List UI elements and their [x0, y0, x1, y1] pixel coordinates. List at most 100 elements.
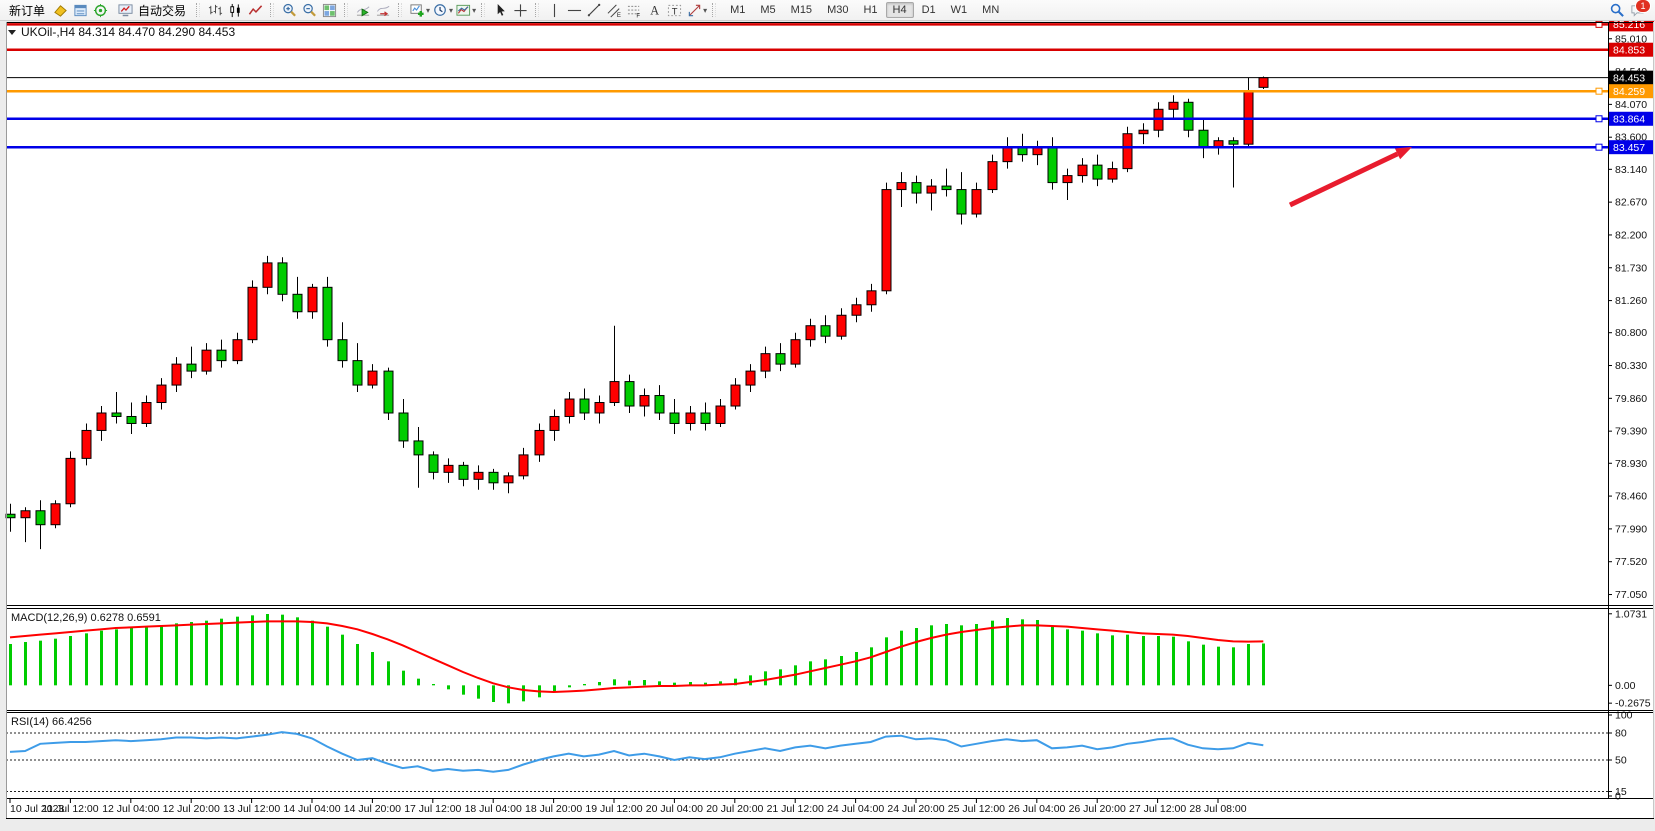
candle	[413, 426, 424, 488]
data-window-icon[interactable]	[72, 2, 88, 18]
new-order-button[interactable]: 新订单	[4, 0, 50, 21]
indicators-icon[interactable]	[409, 2, 425, 18]
templates-dropdown-caret[interactable]: ▾	[472, 5, 477, 15]
price-level-badge	[1609, 140, 1654, 155]
auto-scroll-icon[interactable]	[355, 2, 371, 18]
macd-bar	[1036, 620, 1039, 686]
level-anchor[interactable]	[1595, 87, 1603, 95]
toolbar-separator	[270, 3, 275, 17]
macd-bar	[100, 630, 103, 686]
time-axis-label: 18 Jul 20:00	[525, 803, 582, 815]
level-anchor[interactable]	[1595, 20, 1603, 28]
trend-arrow-annotation[interactable]	[1288, 147, 1412, 208]
macd-bar	[1142, 636, 1145, 686]
timeframe-h4[interactable]: H4	[885, 2, 914, 18]
macd-bar	[462, 685, 465, 695]
macd-bar	[764, 671, 767, 686]
cursor-icon[interactable]	[492, 2, 508, 18]
indicators-dropdown-caret[interactable]: ▾	[426, 5, 431, 15]
navigator-icon[interactable]	[92, 2, 108, 18]
timeframe-w1[interactable]: W1	[950, 4, 968, 16]
macd-bar	[356, 644, 359, 686]
chart-context-icon[interactable]	[8, 30, 16, 35]
zoom-out-icon[interactable]	[301, 2, 317, 18]
candle	[971, 182, 982, 218]
zoom-in-icon[interactable]	[281, 2, 297, 18]
macd-bar	[326, 626, 329, 686]
timeframe-mn[interactable]: MN	[982, 4, 1000, 16]
candlestick-chart-type-icon[interactable]	[227, 2, 243, 18]
candle	[1168, 95, 1179, 120]
chart-shift-icon[interactable]	[375, 2, 391, 18]
candle	[171, 357, 182, 393]
notifications-chat-icon[interactable]: 1	[1629, 0, 1651, 18]
toolbar-separator	[196, 3, 201, 17]
vertical-line-tool-icon[interactable]	[546, 2, 562, 18]
time-axis-label: 20 Jul 20:00	[706, 803, 763, 815]
timeframe-m1[interactable]: M1	[730, 4, 746, 16]
arrows-tool-icon[interactable]	[686, 2, 702, 18]
candle	[790, 332, 801, 368]
candle	[473, 465, 484, 490]
candle	[760, 346, 771, 379]
macd-axis-label: -0.2675	[1615, 698, 1651, 710]
time-axis-label: 26 Jul 04:00	[1008, 803, 1065, 815]
timeframe-m15[interactable]: M15	[790, 4, 813, 16]
candle	[534, 423, 545, 462]
channel-tool-icon[interactable]: E	[606, 2, 622, 18]
arrows-dropdown-caret[interactable]: ▾	[703, 5, 708, 15]
candle	[503, 472, 514, 494]
search-icon[interactable]	[1609, 2, 1625, 18]
candle	[579, 388, 590, 420]
timeframe-m30[interactable]: M30	[827, 4, 849, 16]
candle	[201, 343, 212, 375]
macd-bar	[568, 685, 571, 688]
market-watch-icon[interactable]	[52, 2, 68, 18]
auto-trading-button[interactable]: 自动交易	[110, 0, 191, 21]
candle	[926, 179, 937, 211]
line-chart-type-icon[interactable]	[247, 2, 263, 18]
chart-window-background	[6, 22, 1654, 818]
timeframe-h1[interactable]: H1	[863, 4, 878, 16]
price-axis-label: 81.730	[1615, 262, 1647, 274]
bar-chart-type-icon[interactable]	[207, 2, 223, 18]
periods-dropdown-caret[interactable]: ▾	[449, 5, 454, 15]
price-axis-label: 82.200	[1615, 229, 1647, 241]
pane-frames	[6, 22, 1654, 819]
tile-windows-icon[interactable]	[321, 2, 337, 18]
candle	[126, 402, 137, 434]
fibonacci-tool-icon[interactable]: F	[626, 2, 642, 18]
macd-bar	[824, 659, 827, 686]
candle	[956, 172, 967, 225]
periods-icon[interactable]	[432, 2, 448, 18]
crosshair-icon[interactable]	[512, 2, 528, 18]
trendline-tool-icon[interactable]	[586, 2, 602, 18]
macd-bar	[9, 644, 12, 686]
text-label-tool-icon[interactable]: T	[666, 2, 682, 18]
timeframe-m5[interactable]: M5	[760, 4, 776, 16]
text-tool-icon[interactable]: A	[646, 2, 662, 18]
candle	[1122, 126, 1133, 173]
macd-bar	[1111, 635, 1114, 686]
candle	[911, 175, 922, 204]
price-level-badge	[1609, 111, 1654, 126]
macd-axis-label: 1.0731	[1615, 608, 1647, 620]
macd-bar	[673, 682, 676, 686]
horizontal-line-tool-icon[interactable]	[566, 2, 582, 18]
templates-icon[interactable]	[455, 2, 471, 18]
level-anchor[interactable]	[1595, 115, 1603, 123]
level-anchor[interactable]	[1595, 143, 1603, 151]
price-levels	[6, 20, 1608, 151]
timeframe-d1[interactable]: D1	[921, 4, 936, 16]
time-axis-label: 24 Jul 20:00	[887, 803, 944, 815]
rsi-axis-label: 50	[1615, 755, 1627, 767]
macd-bar	[296, 617, 299, 686]
macd-bar	[85, 633, 88, 686]
candle	[398, 399, 409, 448]
price-badge-label: 84.853	[1613, 45, 1645, 57]
macd-bar	[628, 680, 631, 686]
candle	[1062, 168, 1073, 201]
